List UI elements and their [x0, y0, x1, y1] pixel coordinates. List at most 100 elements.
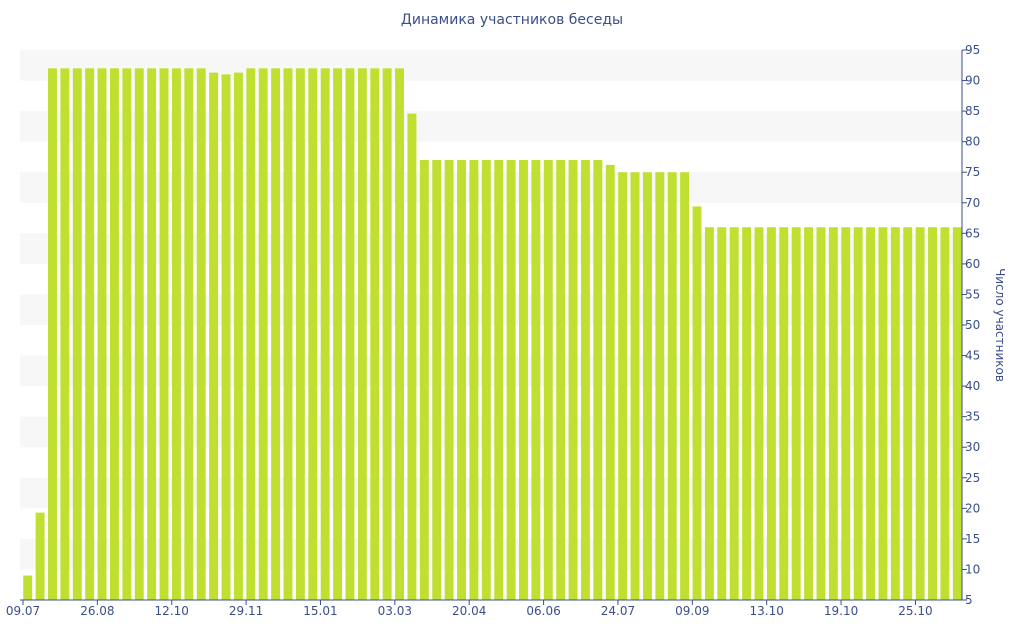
x-tick-label: 15.01 — [303, 604, 337, 618]
bar — [717, 227, 727, 600]
bar — [729, 227, 739, 600]
bar — [642, 172, 652, 600]
y-tick-label: 95 — [965, 43, 980, 57]
bar — [890, 227, 900, 600]
bar — [630, 172, 640, 600]
bar — [60, 68, 70, 601]
y-tick-label: 90 — [965, 74, 980, 88]
bar — [419, 160, 429, 600]
x-tick-label: 06.06 — [526, 604, 560, 618]
bar — [171, 68, 181, 601]
bar — [580, 160, 590, 600]
bar — [72, 68, 82, 601]
y-tick-label: 50 — [965, 318, 980, 332]
x-tick-label: 24.07 — [601, 604, 635, 618]
bar — [469, 160, 479, 600]
y-axis-title: Число участников — [993, 268, 1007, 382]
y-tick-label: 5 — [965, 593, 973, 607]
bar — [816, 227, 826, 600]
x-tick-label: 19.10 — [824, 604, 858, 618]
bar — [382, 68, 392, 601]
bar — [345, 68, 355, 601]
x-tick-label: 09.07 — [6, 604, 40, 618]
bar — [655, 172, 665, 600]
bar — [35, 512, 45, 600]
bar — [766, 227, 776, 600]
bar — [457, 160, 466, 600]
bar — [543, 160, 553, 600]
x-tick-label: 03.03 — [378, 604, 412, 618]
bar — [48, 68, 57, 601]
bar — [841, 227, 851, 600]
y-tick-label: 30 — [965, 440, 980, 454]
y-tick-label: 55 — [965, 287, 980, 301]
bar — [370, 68, 380, 601]
y-tick-label: 45 — [965, 349, 980, 363]
bar — [828, 227, 838, 600]
y-tick-label: 75 — [965, 165, 980, 179]
bar — [667, 172, 677, 600]
y-tick-label: 65 — [965, 226, 980, 240]
bar — [23, 575, 33, 600]
bar — [866, 227, 876, 600]
bar — [209, 72, 219, 601]
bar — [928, 227, 937, 600]
y-tick-label: 80 — [965, 135, 980, 149]
bar — [878, 227, 888, 600]
y-axis-ticks: 5 10 15 20 25 30 35 40 45 50 55 60 65 70 75 80 85 90 95 — [962, 43, 980, 607]
y-tick-label: 40 — [965, 379, 980, 393]
bar — [295, 68, 305, 601]
bar — [333, 68, 343, 601]
bar — [519, 160, 528, 600]
bar — [134, 68, 144, 601]
bar — [903, 227, 913, 600]
bar — [915, 227, 925, 600]
bar — [568, 160, 578, 600]
y-tick-label: 20 — [965, 501, 980, 515]
x-tick-label: 20.04 — [452, 604, 486, 618]
bar — [147, 68, 157, 601]
bar — [395, 68, 405, 601]
x-tick-label: 13.10 — [750, 604, 784, 618]
bar — [246, 68, 256, 601]
bar — [432, 160, 442, 600]
bar — [97, 68, 107, 601]
bar — [233, 72, 243, 601]
bar — [506, 160, 516, 600]
bar — [680, 172, 690, 600]
bar — [779, 227, 789, 600]
y-tick-label: 70 — [965, 196, 980, 210]
bar — [481, 160, 491, 600]
bar — [791, 227, 801, 600]
bar — [407, 113, 417, 601]
bar — [556, 160, 566, 600]
bar — [494, 160, 504, 600]
bar — [308, 68, 318, 601]
chart-title: Динамика участников беседы — [400, 12, 624, 28]
x-tick-label: 25.10 — [898, 604, 932, 618]
bar — [952, 227, 962, 600]
bar — [704, 227, 714, 600]
bar — [804, 227, 814, 600]
bar — [283, 68, 293, 601]
x-axis-ticks: 09.07 26.08 12.10 29.11 15.01 03.03 20.04 06.06… — [6, 600, 933, 618]
x-tick-label: 26.08 — [80, 604, 114, 618]
y-tick-label: 10 — [965, 562, 980, 576]
bar — [618, 172, 628, 600]
bar — [258, 68, 268, 601]
bar — [692, 206, 702, 600]
y-tick-label: 15 — [965, 532, 980, 546]
bar — [109, 68, 119, 601]
y-tick-label: 60 — [965, 257, 980, 271]
bar — [742, 227, 752, 600]
bar — [271, 68, 281, 601]
bar — [221, 74, 231, 600]
bar — [940, 227, 950, 600]
bar — [85, 68, 95, 601]
bar — [853, 227, 863, 600]
bar — [357, 68, 367, 601]
bar — [196, 68, 206, 601]
x-tick-label: 29.11 — [229, 604, 263, 618]
bar — [593, 160, 603, 600]
